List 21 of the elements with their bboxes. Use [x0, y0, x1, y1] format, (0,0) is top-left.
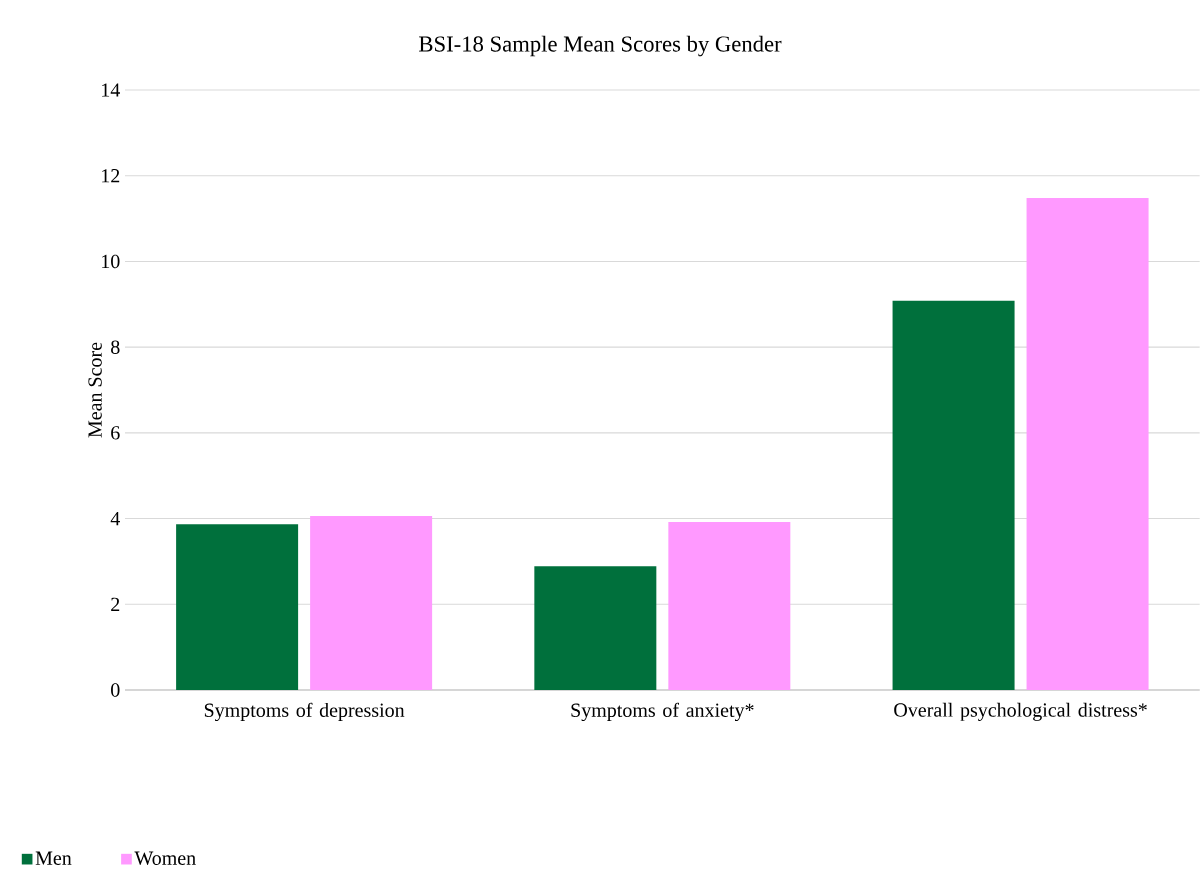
legend-label: Men [35, 851, 72, 865]
bar [310, 515, 433, 690]
bar [1026, 197, 1149, 690]
y-tick-label: 8 [111, 340, 120, 354]
y-tick-label: 2 [111, 597, 120, 611]
bar [176, 524, 299, 690]
y-tick-label: 0 [111, 683, 120, 697]
bar [534, 566, 657, 690]
bar [668, 521, 791, 690]
legend-label: Women [134, 851, 196, 865]
y-tick-label: 14 [102, 83, 120, 97]
x-tick-label: Overall psychological distress* [894, 702, 1147, 721]
y-tick-label: 12 [102, 169, 120, 183]
bar [892, 300, 1015, 690]
x-tick-label: Symptoms of depression [204, 702, 405, 722]
x-tick-label: Symptoms of anxiety* [571, 702, 754, 722]
y-tick-label: 10 [102, 254, 120, 269]
y-tick-label: 6 [111, 426, 120, 440]
y-tick-label: 4 [110, 511, 120, 526]
chart-title: BSI-18 Sample Mean Scores by Gender [419, 35, 782, 57]
y-axis-title: Mean Score [88, 342, 102, 438]
